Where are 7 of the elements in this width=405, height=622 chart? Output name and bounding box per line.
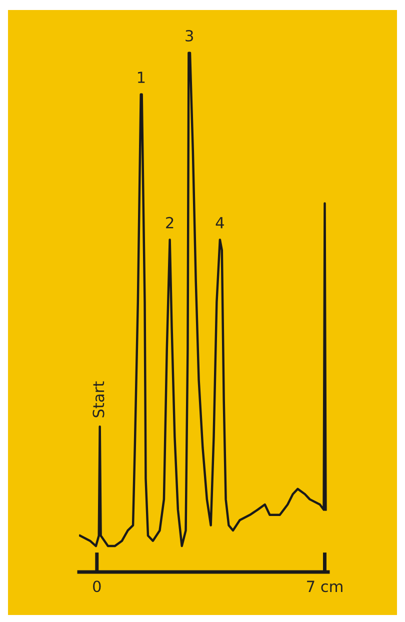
annotation: 4: [216, 217, 224, 228]
annotation: 3: [186, 30, 193, 42]
x-tick-label: 0: [93, 580, 101, 592]
annotation: Start: [92, 381, 104, 418]
annotation: 2: [166, 216, 174, 228]
x-tick-label: 7 cm: [307, 580, 342, 592]
annotation: 1: [138, 72, 145, 83]
